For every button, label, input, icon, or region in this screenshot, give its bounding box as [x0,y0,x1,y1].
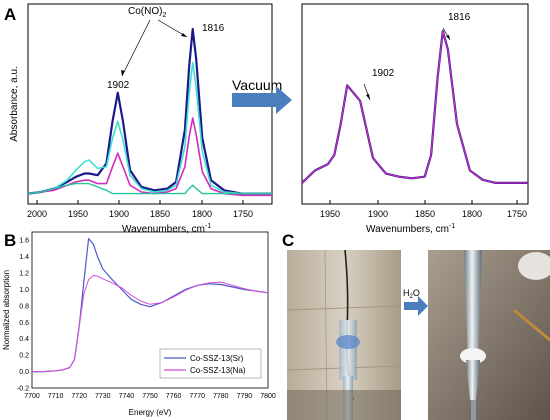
b-ytick-label: 1.0 [19,287,29,294]
panel-b-frame [31,231,269,389]
a-right-annot-peak1: 1902 [372,68,395,79]
a-right-xlabel: Wavenumbers, cm-1 [366,223,455,235]
a-left-annot-arrow-2 [157,19,188,38]
vacuum-arrow-shape [232,86,292,114]
photo-sample-dry-art [287,250,401,420]
panel-b-xticks: 7700 7710 7720 7730 7740 7750 7760 7770 7780 7790… [24,393,276,400]
panel-a-left-plot: 2000 1950 1900 1850 1800 1750 Wavenumber… [9,3,273,235]
b-xtick-label: 7780 [213,393,229,400]
photo-sample-wet-art [428,250,550,420]
b-ytick-label: 0.6 [19,320,29,327]
a-left-annot-peak2: 1816 [202,23,225,34]
b-xtick-label: 7790 [237,393,253,400]
photo-sample-wet [428,250,550,420]
panel-label-a: A [4,5,16,24]
b-xtick-label: 7730 [95,393,111,400]
b-ylabel: Normalized absorption [2,270,11,350]
panel-a-right-plot: 1950 1900 1850 1800 1750 Wavenumbers, cm… [301,3,529,235]
a-left-tick-1850: 1850 [150,209,170,219]
b-legend: Co-SSZ-13(Sr) Co-SSZ-13(Na) [159,348,262,379]
a-right-line-1 [301,30,528,184]
a-left-line-0 [27,27,272,195]
a-left-tick-1950: 1950 [68,209,88,219]
b-xtick-label: 7760 [166,393,182,400]
b-xtick-label: 7770 [189,393,205,400]
b-ytick-label: 1.2 [19,271,29,278]
b-xtick-label: 7740 [119,393,135,400]
a-ylabel: Absorbance, a.u. [9,66,20,142]
b-xlabel: Energy (eV) [129,408,172,417]
panel-b-plot: 1.6 1.4 1.2 1.0 0.8 0.6 0.4 0.2 0.0 -0.2 7700 7710… [2,231,276,417]
a-left-tick-1900: 1900 [109,209,129,219]
a-left-annot-peak1: 1902 [107,80,130,91]
b-legend-label-na: Co-SSZ-13(Na) [190,366,246,375]
vacuum-label: Vacuum [232,77,282,93]
a-right-line-0 [301,29,528,184]
panel-label-b: B [4,231,16,250]
a-left-line-2 [27,117,272,197]
a-left-line-1 [27,61,272,195]
h2o-arrow-shape [404,296,428,316]
vacuum-arrow: Vacuum [232,77,292,114]
b-ytick-label: 0.0 [19,369,29,376]
panel-label-c: C [282,231,294,250]
b-ytick-label: -0.2 [17,386,29,393]
b-legend-label-sr: Co-SSZ-13(Sr) [190,354,244,363]
b-ytick-label: 0.4 [19,336,29,343]
photo-sample-dry [287,250,401,420]
b-line-na [32,275,269,373]
panel-b-yticks: 1.6 1.4 1.2 1.0 0.8 0.6 0.4 0.2 0.0 -0.2 [17,238,29,393]
panel-a-right-series [301,29,528,184]
a-left-annot-arrowhead-1 [121,70,125,76]
a-right-annot-arrowhead-2 [446,35,450,40]
a-right-tick-1800: 1800 [462,209,482,219]
panel-a-left-series [27,27,272,197]
b-xtick-label: 7700 [24,393,40,400]
b-ytick-label: 0.2 [19,353,29,360]
a-left-tick-2000: 2000 [27,209,47,219]
b-xtick-label: 7750 [142,393,158,400]
panel-a-right-frame [301,3,529,205]
b-legend-box [159,348,262,379]
b-ytick-label: 1.4 [19,254,29,261]
panel-a-right-xticks: 1950 1900 1850 1800 1750 [320,200,527,219]
h2o-label: H2O [403,288,420,300]
panel-b-series [32,238,269,373]
b-ytick-label: 1.6 [19,238,29,245]
b-ytick-label: 0.8 [19,303,29,310]
a-right-tick-1750: 1750 [507,209,527,219]
a-left-annot-species: Co(NO)2 [128,6,166,19]
a-right-tick-1900: 1900 [368,209,388,219]
h2o-arrow: H2O [403,288,428,316]
b-xtick-label: 7800 [260,393,276,400]
a-left-tick-1750: 1750 [233,209,253,219]
a-left-annot-arrowhead-2 [181,33,187,37]
a-left-annot-arrow-1 [121,19,151,77]
a-right-annot-arrowhead-1 [366,94,370,100]
a-left-xlabel: Wavenumbers, cm-1 [122,223,211,235]
a-right-annot-peak2: 1816 [448,12,471,23]
a-right-tick-1850: 1850 [415,209,435,219]
a-right-tick-1950: 1950 [320,209,340,219]
b-xtick-label: 7710 [48,393,64,400]
a-left-line-3 [27,182,272,195]
b-xtick-label: 7720 [71,393,87,400]
panel-a-left-xticks: 2000 1950 1900 1850 1800 1750 [27,200,253,219]
a-left-tick-1800: 1800 [192,209,212,219]
